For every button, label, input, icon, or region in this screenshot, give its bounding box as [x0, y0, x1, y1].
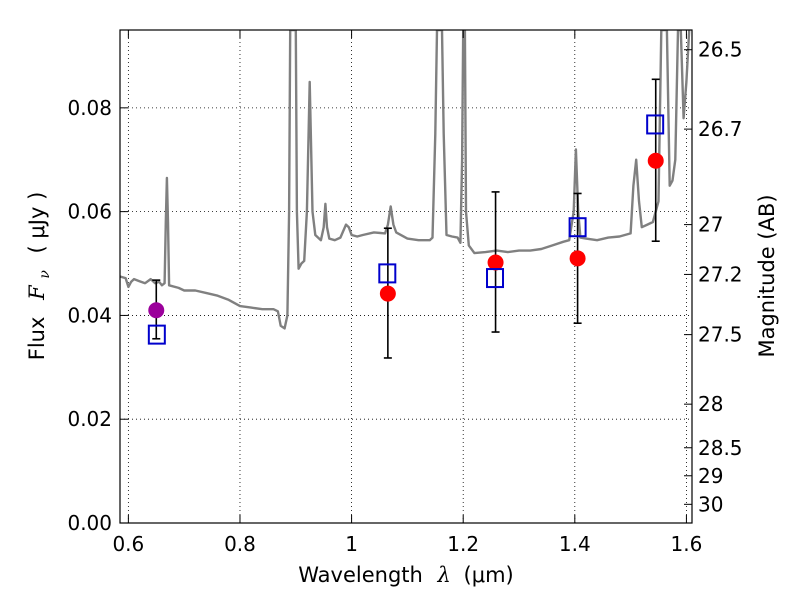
y2-tick-label: 28.5 [698, 436, 743, 460]
x-tick-label: 0.8 [224, 532, 256, 556]
y2-tick-label: 27.5 [698, 323, 743, 347]
spectrum-line [120, 30, 691, 330]
x-tick-label: 1.4 [559, 532, 591, 556]
y2-tick-label: 26.7 [698, 117, 743, 141]
x-axis-unit: (μm) [464, 563, 514, 587]
x-tick-label: 1.6 [671, 532, 703, 556]
y-axis-symbol: F [25, 284, 49, 301]
y-axis-label: Flux F ν ( μJy ) [25, 192, 54, 361]
grid-lines [120, 30, 692, 524]
y-tick-label: 0.08 [67, 96, 112, 120]
spectrum-layer [120, 30, 691, 330]
x-tick-label: 1 [345, 532, 358, 556]
y-tick-label: 0.02 [67, 407, 112, 431]
model-point [147, 324, 166, 345]
observed-point [148, 302, 165, 319]
y2-tick-label: 26.5 [698, 38, 743, 62]
axis-ticks: 0.6 0.8 1 1.2 1.4 1.6 0.00 0.02 0.04 0.06 0.08 26.5… [67, 30, 743, 556]
y-tick-label: 0.04 [67, 303, 112, 327]
x-axis-symbol: λ [437, 563, 451, 587]
observed-point [569, 250, 586, 267]
y-axis-unit: ( μJy ) [25, 192, 49, 254]
model-point [486, 268, 505, 289]
model-point [646, 114, 665, 135]
model-point [568, 217, 587, 238]
x-axis-label-text: Wavelength [298, 563, 423, 587]
observed-point [379, 285, 396, 302]
observed-point [487, 254, 504, 271]
observed-points-layer [148, 152, 664, 319]
plot-frame [119, 29, 693, 524]
y-tick-label: 0.06 [67, 200, 112, 224]
y-axis-symbol-subscript: ν [37, 270, 53, 279]
observed-point [647, 152, 664, 169]
y2-tick-label: 27.2 [698, 262, 743, 286]
y2-tick-label: 28 [698, 392, 723, 416]
y2-tick-label: 30 [698, 492, 723, 516]
x-tick-label: 1.2 [447, 532, 479, 556]
x-axis-label: Wavelength λ (μm) [298, 563, 513, 587]
y2-tick-label: 29 [698, 464, 723, 488]
model-points-layer [147, 114, 665, 345]
model-point [378, 263, 397, 284]
x-tick-label: 0.6 [112, 532, 144, 556]
y-axis-label-text: Flux [25, 317, 49, 361]
y2-tick-label: 27 [698, 213, 723, 237]
y-tick-label: 0.00 [67, 511, 112, 535]
y2-axis-label: Magnitude (AB) [755, 194, 779, 357]
